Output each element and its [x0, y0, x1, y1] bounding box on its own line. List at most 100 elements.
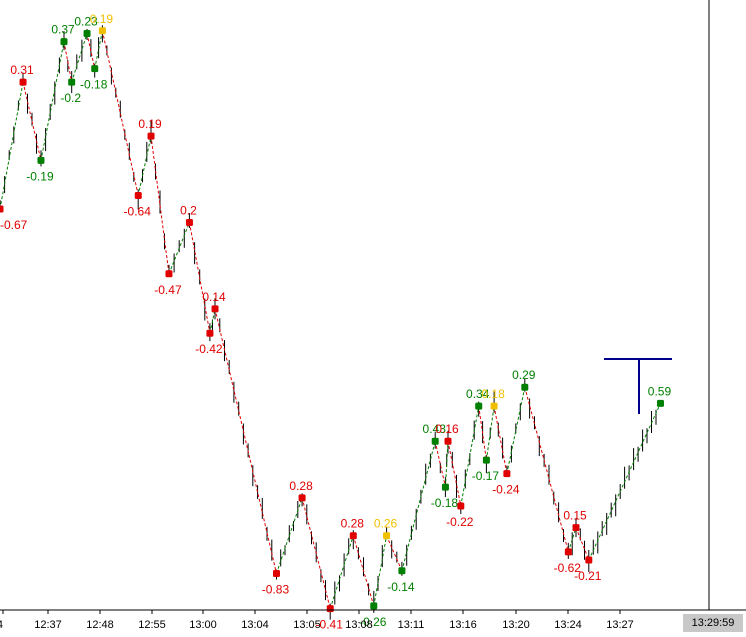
swing-point-label: -0.18 [80, 78, 108, 92]
swing-point-marker [211, 305, 219, 313]
swing-point-label: -0.2 [60, 91, 81, 105]
swing-point-label: -0.17 [472, 469, 500, 483]
swing-point-label: -0.21 [574, 569, 602, 583]
zigzag-segment [588, 403, 661, 561]
time-tick-label: 12:24 [0, 619, 3, 631]
swing-point-label: -0.67 [0, 218, 28, 232]
swing-point-label: -0.41 [316, 618, 344, 632]
swing-point-label: 0.34 [466, 387, 490, 401]
zigzag-segment [493, 406, 508, 474]
swing-point-marker [482, 456, 490, 464]
swing-point-marker [19, 78, 27, 86]
swing-point-label: 0.19 [138, 117, 162, 131]
crosshair-cursor[interactable] [604, 358, 672, 414]
swing-point-marker [444, 437, 452, 445]
swing-point-marker [585, 556, 593, 564]
swing-point-marker [83, 30, 91, 37]
swing-point-label: 0.16 [435, 422, 459, 436]
swing-point-marker [98, 27, 106, 35]
zigzag-segment [168, 222, 190, 274]
zigzag-segment [137, 135, 152, 196]
time-tick-label: 13:24 [554, 619, 582, 631]
time-tick-label: 12:37 [34, 619, 62, 631]
swing-point-label: -0.14 [387, 580, 415, 594]
swing-point-marker [272, 570, 280, 577]
time-tick-label: 13:27 [606, 619, 634, 631]
zigzag-segment [40, 41, 65, 161]
swing-point-label: 0.23 [74, 15, 98, 29]
swing-point-marker [475, 402, 483, 410]
swing-point-marker [441, 483, 449, 491]
swing-point-marker [398, 567, 406, 575]
time-tick-label: 12:55 [138, 619, 166, 631]
swing-point-label: -0.19 [26, 169, 54, 183]
zigzag-segment [276, 497, 303, 574]
swing-point-label: -0.47 [154, 283, 182, 297]
swing-point-marker [503, 470, 511, 478]
swing-point-label: -0.62 [554, 561, 582, 575]
swing-point-marker [326, 605, 334, 613]
zigzag-segment [460, 406, 480, 507]
time-tick-label: 13:08 [345, 619, 373, 631]
swing-point-marker [564, 548, 572, 556]
swing-point-label: 0.18 [481, 387, 505, 401]
time-tick-label: 13:16 [449, 619, 477, 631]
swing-point-label: 0.19 [90, 12, 114, 26]
swing-labels: -0.67 0.31 -0.19 0.37 -0.2 0.23 -0.18 0.19 -0.64… [0, 12, 671, 632]
swing-point-marker [206, 329, 214, 337]
swing-point-marker [370, 602, 378, 610]
zigzag-segment [373, 535, 388, 606]
time-tick-label: 12:48 [86, 619, 114, 631]
swing-point-marker [349, 532, 357, 540]
zigzag-segment [209, 308, 216, 334]
zigzag-segment [101, 30, 139, 196]
swing-point-marker [572, 524, 580, 532]
zigzag-segment [150, 136, 170, 274]
swing-point-label: 0.28 [341, 517, 365, 531]
time-tick-label: 13:00 [189, 619, 217, 631]
time-tick-label: 13:20 [502, 619, 530, 631]
zigzag-segment [575, 527, 590, 561]
swing-point-marker [91, 65, 99, 73]
swing-point-marker [490, 402, 498, 410]
zigzag-segment [329, 535, 354, 609]
swing-point-label: -0.24 [492, 483, 520, 497]
time-axis: 12:24 12:37 12:48 12:55 13:00 13:04 13:05 13:08… [0, 610, 634, 631]
swing-point-label: 0.43 [423, 422, 447, 436]
zigzag-segment [63, 41, 73, 83]
swing-point-marker [0, 205, 4, 213]
swing-point-marker [37, 156, 45, 164]
zigzag-segment [0, 82, 24, 210]
zigzag-segment [22, 81, 42, 161]
swing-point-label: -0.18 [431, 496, 459, 510]
zigzag-segment [94, 30, 103, 69]
zigzag-segment [86, 33, 96, 69]
time-tick-label: 13:05 [293, 619, 321, 631]
swing-point-marker [656, 399, 664, 407]
zigzag-segment [401, 441, 436, 571]
swing-point-marker [457, 502, 465, 510]
swing-point-marker [68, 78, 76, 86]
swing-point-label: -0.64 [124, 205, 152, 219]
current-time-label: 13:29:59 [683, 614, 743, 632]
swing-point-marker [298, 494, 306, 502]
swing-point-label: -0.83 [262, 583, 290, 597]
swing-point-label: 0.26 [374, 517, 398, 531]
swing-point-marker [431, 437, 439, 445]
zigzag-segment [188, 222, 211, 334]
zigzag-lines [0, 30, 661, 609]
zigzag-segment [301, 497, 331, 609]
swing-point-label: 0.28 [289, 479, 313, 493]
zigzag-segment [567, 527, 577, 553]
swing-point-label: 0.2 [180, 204, 197, 218]
zigzag-segment [71, 33, 88, 83]
swing-point-label: 0.37 [51, 23, 75, 37]
zigzag-segment [524, 387, 569, 553]
zigzag-segment [386, 535, 403, 572]
swing-point-marker [134, 192, 142, 199]
swing-point-label: -0.42 [195, 342, 223, 356]
swing-point-label: 0.59 [648, 384, 672, 398]
zigzag-segment [444, 441, 449, 488]
swing-point-label: 0.31 [10, 63, 34, 77]
